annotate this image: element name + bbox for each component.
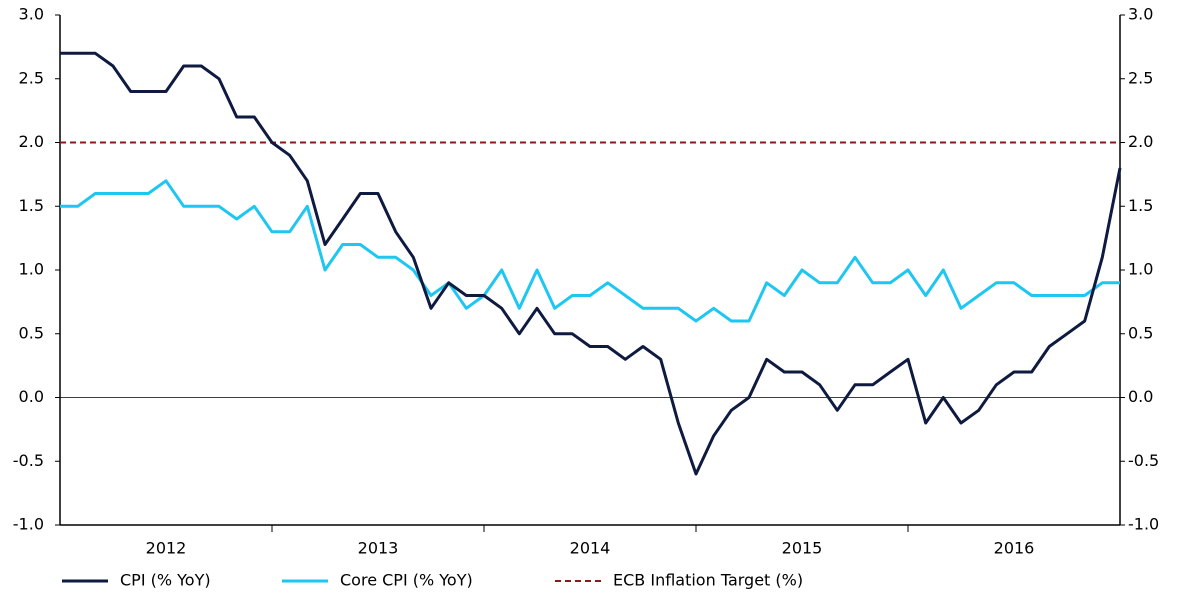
y2-tick-label: 1.5 (1128, 196, 1153, 215)
y-tick-label: 2.0 (19, 132, 44, 151)
y-tick-label: 0.0 (19, 387, 44, 406)
x-tick-label: 2016 (994, 539, 1035, 558)
y2-tick-label: 2.0 (1128, 132, 1153, 151)
x-tick-label: 2014 (570, 539, 611, 558)
y-tick-label: 3.0 (19, 5, 44, 24)
y2-tick-label: -0.5 (1128, 451, 1159, 470)
legend-label: Core CPI (% YoY) (340, 571, 473, 590)
x-tick-label: 2013 (358, 539, 399, 558)
y2-tick-label: 0.0 (1128, 387, 1153, 406)
y2-tick-label: 0.5 (1128, 323, 1153, 342)
y-tick-label: 1.0 (19, 260, 44, 279)
y-tick-label: -1.0 (13, 515, 44, 534)
y2-tick-label: 2.5 (1128, 68, 1153, 87)
y-tick-label: 0.5 (19, 323, 44, 342)
y2-tick-label: 3.0 (1128, 5, 1153, 24)
y2-tick-label: -1.0 (1128, 515, 1159, 534)
y2-tick-label: 1.0 (1128, 260, 1153, 279)
x-tick-label: 2012 (146, 539, 187, 558)
series-line (60, 51, 1122, 476)
series-line (60, 179, 1120, 323)
y-tick-label: -0.5 (13, 451, 44, 470)
y-tick-label: 2.5 (19, 68, 44, 87)
legend-label: CPI (% YoY) (120, 571, 211, 590)
y-tick-label: 1.5 (19, 196, 44, 215)
x-tick-label: 2015 (782, 539, 823, 558)
legend-label: ECB Inflation Target (%) (613, 571, 803, 590)
